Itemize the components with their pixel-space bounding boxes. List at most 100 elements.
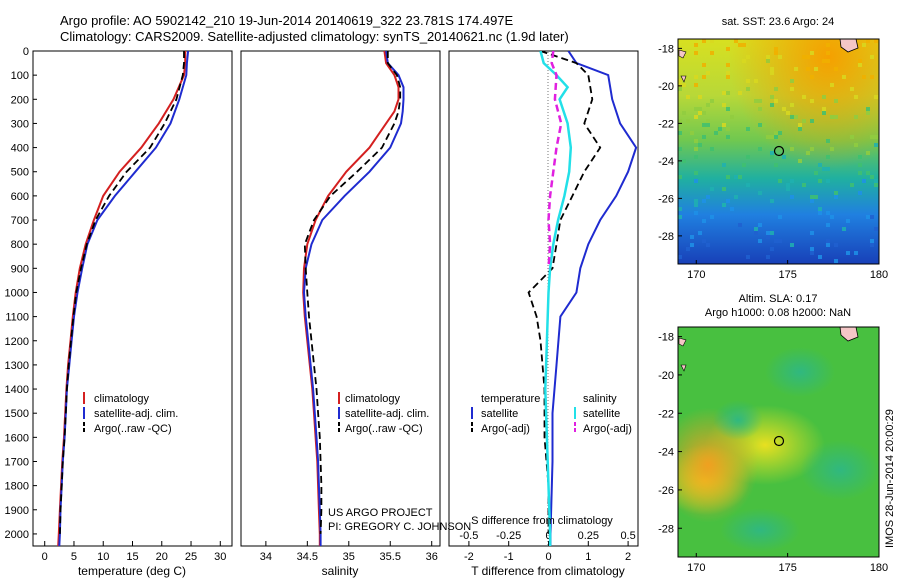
legend-salinity-title: salinity: [583, 393, 617, 405]
sst-pixel: [746, 127, 750, 131]
sst-pixel: [678, 255, 682, 259]
sst-pixel: [854, 143, 858, 147]
depth-tick-label: 300: [11, 118, 29, 130]
salinity-satellite-line: [302, 51, 405, 546]
temperature-tick-label: 30: [214, 551, 226, 563]
sst-pixel: [826, 211, 830, 215]
depth-tick-label: 1200: [5, 336, 29, 348]
sst-pixel: [754, 99, 758, 103]
sst-pixel: [774, 47, 778, 51]
sst-pixel: [682, 159, 686, 163]
depth-tick-label: 200: [11, 94, 29, 106]
sst-pixel: [826, 167, 830, 171]
sst-pixel: [694, 155, 698, 159]
sla-map: Altim. SLA: 0.17 Argo h1000: 0.08 h2000:…: [658, 293, 888, 574]
sst-pixel: [790, 79, 794, 83]
t-diff-tick-label: -2: [464, 551, 474, 563]
sst-pixel: [682, 83, 686, 87]
sst-pixel: [762, 123, 766, 127]
sst-pixel: [874, 135, 878, 139]
sst-pixel: [830, 147, 834, 151]
sst-pixel: [810, 251, 814, 255]
sst-pixel: [802, 183, 806, 187]
sst-pixel: [854, 115, 858, 119]
sst-pixel: [706, 119, 710, 123]
sst-pixel: [874, 39, 878, 43]
sst-pixel: [770, 247, 774, 251]
sst-pixel: [774, 163, 778, 167]
sst-pixel: [678, 87, 682, 91]
sst-pixel: [802, 55, 806, 59]
sst-pixel: [822, 95, 826, 99]
sst-pixel: [758, 223, 762, 227]
sst-pixel: [710, 39, 714, 43]
sst-pixel: [726, 91, 730, 95]
sla-land: [678, 337, 687, 347]
sst-lat-tick-label: -24: [658, 156, 674, 168]
sst-pixel: [790, 243, 794, 247]
sst-pixel: [874, 179, 878, 183]
sst-pixel: [866, 39, 870, 43]
salinity-x-label: salinity: [322, 564, 359, 578]
sla-lat-tick-label: -20: [658, 370, 674, 382]
sst-pixel: [738, 175, 742, 179]
legend-label-t-argo: Argo(-adj): [481, 423, 530, 435]
sst-pixel: [694, 171, 698, 175]
sst-pixel: [722, 103, 726, 107]
sst-pixel: [710, 187, 714, 191]
sla-teal-patch: [720, 508, 800, 552]
depth-tick-label: 1800: [5, 481, 29, 493]
sst-pixel: [706, 123, 710, 127]
legend-label-argo: Argo(..raw -QC): [94, 423, 172, 435]
sst-pixel: [706, 243, 710, 247]
sst-lat-tick-label: -22: [658, 118, 674, 130]
sst-pixel: [834, 99, 838, 103]
legend-label-s-argo: Argo(-adj): [583, 423, 632, 435]
temperature-tick-label: 5: [71, 551, 77, 563]
sst-pixel: [778, 179, 782, 183]
sst-pixel: [854, 251, 858, 255]
sst-pixel: [734, 195, 738, 199]
sst-pixel: [714, 131, 718, 135]
sla-map-axes: -18 -20 -22 -24 -26 -28 170 175 180: [658, 332, 888, 574]
sst-pixel: [846, 251, 850, 255]
sst-pixel: [806, 151, 810, 155]
sst-map: sat. SST: 23.6 Argo: 24 -18-20-22-24-26-…: [658, 16, 888, 281]
sla-lat-tick-label: -26: [658, 485, 674, 497]
sst-pixel: [866, 215, 870, 219]
sst-pixel: [694, 75, 698, 79]
sst-pixel: [874, 143, 878, 147]
sst-pixel: [694, 51, 698, 55]
sst-pixel: [866, 111, 870, 115]
temperature-tick-label: 0: [42, 551, 48, 563]
sla-lon-tick-label: 180: [870, 562, 888, 574]
sst-pixel: [850, 87, 854, 91]
sst-pixel: [870, 239, 874, 243]
sst-pixel: [858, 63, 862, 67]
sst-pixel: [758, 191, 762, 195]
sst-pixel: [810, 199, 814, 203]
sst-pixel: [726, 127, 730, 131]
depth-tick-label: 700: [11, 215, 29, 227]
sst-pixel: [754, 231, 758, 235]
sst-pixel: [822, 111, 826, 115]
sst-pixel: [702, 111, 706, 115]
sst-pixel: [690, 235, 694, 239]
sst-pixel: [778, 239, 782, 243]
sst-pixel: [690, 131, 694, 135]
t-diff-tick-label: 0: [545, 551, 551, 563]
sst-pixel: [702, 75, 706, 79]
legend-label-argo: Argo(..raw -QC): [345, 423, 423, 435]
sst-map-frame: [677, 38, 880, 265]
legend-label-satellite: satellite-adj. clim.: [94, 408, 178, 420]
depth-tick-label: 1900: [5, 505, 29, 517]
sst-pixel: [698, 143, 702, 147]
sst-pixel: [758, 239, 762, 243]
sst-pixel: [770, 231, 774, 235]
sla-teal-patch: [800, 440, 879, 500]
sst-pixel: [726, 47, 730, 51]
sst-pixel: [874, 227, 878, 231]
sst-pixel: [702, 39, 706, 43]
sst-pixel: [766, 255, 770, 259]
sla-lat-tick-label: -22: [658, 408, 674, 420]
